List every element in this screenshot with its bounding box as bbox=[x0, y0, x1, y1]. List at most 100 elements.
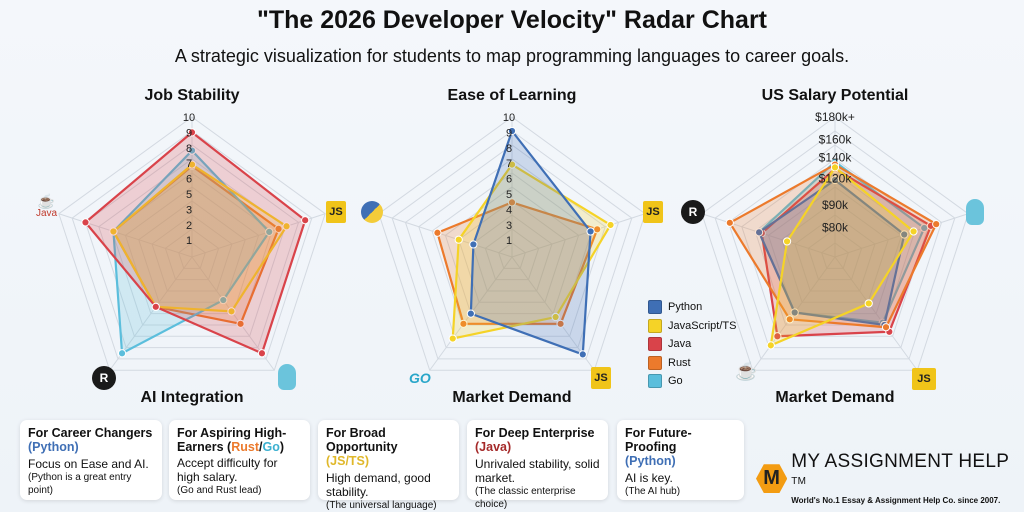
data-point bbox=[265, 227, 274, 237]
tick-label: 8 bbox=[506, 143, 512, 155]
card-heading: For Future-Proofing bbox=[625, 426, 692, 454]
grid-axis bbox=[511, 213, 646, 258]
go-gopher-icon bbox=[278, 364, 296, 390]
legend-item-java: Java bbox=[648, 335, 736, 354]
grid-ring bbox=[151, 214, 233, 292]
tick-label: $90k bbox=[822, 198, 849, 212]
grid-axis bbox=[58, 213, 193, 258]
data-point bbox=[282, 222, 291, 231]
card-body: Accept difficulty for high salary. bbox=[177, 456, 278, 484]
grid-ring bbox=[484, 228, 540, 281]
python-icon bbox=[361, 201, 383, 223]
card-body: AI is key. bbox=[625, 471, 673, 485]
data-point bbox=[507, 126, 517, 136]
data-point bbox=[864, 299, 873, 308]
series-python-area bbox=[758, 178, 906, 327]
data-point bbox=[187, 146, 197, 155]
card-note: (Go and Rust lead) bbox=[177, 485, 262, 496]
data-point bbox=[782, 237, 792, 246]
card-heading: For Deep Enterprise bbox=[475, 426, 595, 440]
data-point bbox=[586, 227, 595, 236]
card-high-earners: For Aspiring High-Earners (Rust/Go) Acce… bbox=[169, 420, 310, 500]
brand-name: MY ASSIGNMENT HELP TM bbox=[791, 452, 1024, 496]
page-subtitle: A strategic visualization for students t… bbox=[174, 46, 850, 66]
grid-ring bbox=[701, 116, 969, 371]
data-point bbox=[773, 332, 782, 341]
grid-ring bbox=[821, 242, 849, 269]
tick-label: 10 bbox=[503, 112, 515, 124]
grid-ring bbox=[727, 144, 943, 349]
page-title: "The 2026 Developer Velocity" Radar Char… bbox=[256, 6, 768, 34]
card-body: Unrivaled stability, solid market. bbox=[475, 457, 600, 485]
data-point bbox=[274, 224, 283, 233]
card-note: (The classic enterprise choice) bbox=[475, 486, 576, 510]
grid-ring bbox=[471, 214, 553, 292]
grid-ring bbox=[714, 130, 956, 360]
legend-swatch bbox=[648, 318, 662, 333]
data-point bbox=[881, 323, 891, 332]
data-point bbox=[830, 175, 840, 185]
data-point bbox=[578, 350, 587, 359]
card-body: Focus on Ease and AI. bbox=[28, 457, 149, 471]
legend-item-python: Python bbox=[648, 298, 736, 317]
data-point bbox=[766, 341, 775, 350]
series-python-area bbox=[469, 129, 592, 356]
data-point bbox=[507, 160, 517, 169]
legend-label: Rust bbox=[668, 356, 691, 369]
data-point bbox=[236, 319, 245, 328]
tick-label: 9 bbox=[506, 127, 512, 139]
java-icon: ☕ bbox=[735, 361, 758, 381]
data-point bbox=[830, 163, 840, 172]
legend-item-rust: Rust bbox=[648, 354, 736, 373]
series-java-area bbox=[84, 131, 307, 355]
legend-swatch bbox=[648, 374, 662, 389]
grid-ring bbox=[498, 242, 526, 269]
data-point bbox=[556, 319, 565, 328]
data-point bbox=[459, 319, 468, 328]
grid-ring bbox=[431, 172, 593, 326]
card-future-proofing: For Future-Proofing (Python) AI is key. … bbox=[617, 420, 744, 500]
legend-label: Go bbox=[668, 375, 683, 388]
grid-ring bbox=[418, 158, 606, 337]
js-icon: JS bbox=[326, 201, 346, 223]
data-point bbox=[219, 295, 228, 305]
logo-hex-icon: M bbox=[756, 464, 788, 494]
grid-ring bbox=[404, 144, 620, 349]
grid-ring bbox=[138, 200, 246, 303]
tick-label: $120k bbox=[819, 172, 853, 186]
data-point bbox=[117, 349, 127, 358]
card-note: (The universal language) bbox=[326, 500, 437, 511]
grid-ring bbox=[767, 186, 903, 315]
tick-label: 8 bbox=[186, 143, 192, 155]
card-broad-opportunity: For Broad Opportunity (JS/TS) High deman… bbox=[318, 420, 459, 511]
data-point bbox=[301, 216, 310, 225]
data-point bbox=[187, 160, 197, 169]
card-language: (Python) bbox=[625, 454, 676, 468]
tick-label: 7 bbox=[186, 158, 192, 170]
js-icon: JS bbox=[643, 201, 663, 223]
chart3-bottom-label: Market Demand bbox=[775, 389, 895, 406]
grid-ring bbox=[178, 242, 206, 269]
legend-label: JavaScript/TS bbox=[668, 319, 737, 332]
data-point bbox=[790, 308, 799, 317]
chart3-title: US Salary Potential bbox=[761, 87, 909, 104]
rust-icon: R bbox=[681, 200, 705, 224]
tick-label: 5 bbox=[186, 189, 192, 201]
grid-ring bbox=[378, 116, 646, 371]
grid-ring bbox=[807, 228, 863, 281]
data-point bbox=[900, 230, 909, 239]
data-point bbox=[785, 315, 794, 324]
data-point bbox=[755, 228, 764, 237]
card-note: (The AI hub) bbox=[625, 486, 681, 497]
legend-item-go: Go bbox=[648, 372, 736, 391]
grid-ring bbox=[71, 130, 313, 360]
grid-ring bbox=[444, 186, 580, 315]
tick-label: 1 bbox=[506, 235, 512, 247]
tick-label: 5 bbox=[506, 189, 512, 201]
card-close: ) bbox=[279, 440, 284, 454]
grid-axis bbox=[701, 213, 836, 258]
go-logo-icon: GO bbox=[409, 370, 431, 386]
trademark: TM bbox=[791, 476, 807, 487]
tick-label: $180k+ bbox=[815, 110, 855, 124]
